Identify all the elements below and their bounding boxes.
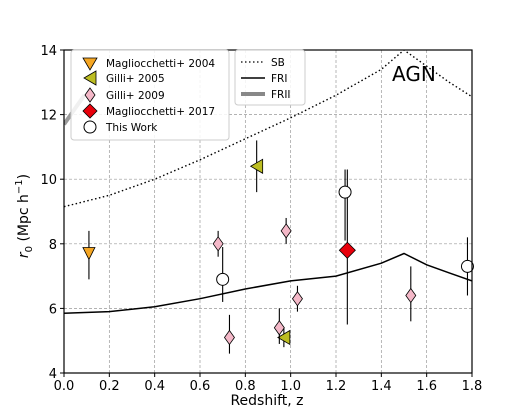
y-axis-label-close: )	[16, 174, 32, 179]
point-gilli-2009	[405, 287, 417, 304]
legend-label-gilli-2005: Gilli+ 2005	[106, 73, 165, 85]
data-points	[82, 140, 474, 354]
legend-label-fri: FRI	[271, 73, 287, 85]
x-tick-label: 0.0	[54, 379, 75, 394]
point-this-work	[460, 259, 474, 273]
legend-lines-box	[234, 49, 306, 106]
legend-label-sb: SB	[271, 57, 285, 69]
point-gilli-2009	[273, 320, 285, 336]
point-this-work	[338, 185, 352, 199]
annotation-agn: AGN	[392, 62, 436, 86]
x-tick-label: 1.6	[416, 379, 437, 394]
point-gilli-2005	[277, 329, 291, 346]
point-gilli-2009	[223, 329, 235, 346]
y-axis-label-rest: (Mpc h	[16, 194, 32, 246]
curve-fri	[64, 252, 472, 314]
x-tick-label: 1.4	[371, 379, 392, 394]
point-gilli-2009	[212, 236, 224, 252]
legend-label-this-work: This Work	[105, 122, 158, 134]
point-gilli-2009	[280, 223, 292, 239]
legend-lines: SB FRI FRII	[234, 49, 306, 106]
legend-marker-magliocchetti-2017	[82, 103, 98, 119]
y-axis-label-main: r	[16, 251, 32, 258]
point-this-work	[216, 272, 230, 286]
legend-label-frii: FRII	[271, 89, 291, 101]
y-tick-label: 10	[40, 173, 57, 188]
legend-marker-gilli-2009	[84, 87, 96, 103]
x-tick-label: 0.2	[99, 379, 120, 394]
legend-marker-magliocchetti-2004	[82, 57, 98, 71]
y-tick-label: 8	[49, 238, 57, 253]
point-magliocchetti-2004	[82, 247, 96, 261]
legend-points: Magliocchetti+ 2004 Gilli+ 2005 Gilli+ 2…	[70, 49, 230, 141]
y-tick-label: 14	[40, 44, 57, 59]
y-axis-label: r0 (Mpc h−1)	[14, 174, 35, 258]
axis-ticks: 0.0 0.2 0.4 0.6 0.8 1.0 1.2 1.4 1.6 1.8 4 6 8 10 12 14	[40, 44, 482, 394]
point-gilli-2005	[249, 158, 264, 174]
y-tick-label: 4	[49, 367, 57, 382]
point-magliocchetti-2017	[338, 241, 356, 259]
curve-sb	[64, 50, 472, 208]
y-tick-label: 12	[40, 109, 57, 124]
x-tick-label: 0.4	[144, 379, 165, 394]
point-gilli-2009	[291, 291, 303, 307]
x-axis-label: Redshift, z	[230, 393, 303, 409]
y-axis-label-sup: −1	[14, 179, 25, 194]
legend-marker-gilli-2005	[83, 70, 97, 86]
legend-points-box	[70, 49, 230, 141]
x-tick-label: 0.6	[190, 379, 211, 394]
legend-marker-this-work	[83, 120, 97, 134]
legend-label-magliocchetti-2017: Magliocchetti+ 2017	[106, 106, 215, 118]
y-tick-label: 6	[49, 302, 57, 317]
legend-label-gilli-2009: Gilli+ 2009	[106, 90, 165, 102]
x-tick-label: 1.0	[280, 379, 301, 394]
legend-label-magliocchetti-2004: Magliocchetti+ 2004	[106, 58, 215, 70]
x-tick-label: 1.2	[326, 379, 347, 394]
x-tick-label: 1.8	[462, 379, 483, 394]
y-axis-label-sub: 0	[24, 246, 35, 252]
x-tick-label: 0.8	[235, 379, 256, 394]
